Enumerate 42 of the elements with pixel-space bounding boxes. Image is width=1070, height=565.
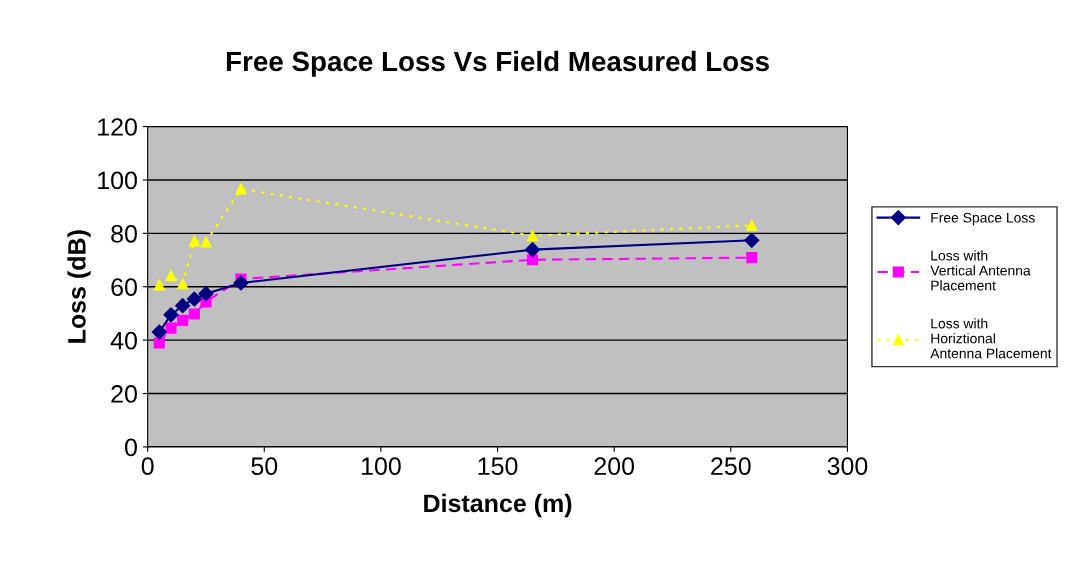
- point: [198, 286, 214, 302]
- y-tick-label: 120: [98, 118, 137, 136]
- point: [165, 270, 177, 282]
- legend-label: Loss with Vertical Antenna Placement: [930, 250, 1031, 291]
- y-tick-label: 60: [111, 278, 137, 297]
- y-axis-title: Loss (dB): [67, 230, 91, 343]
- point: [188, 308, 200, 320]
- point: [163, 307, 179, 323]
- x-tick-label: 300: [827, 457, 868, 475]
- point: [153, 279, 165, 291]
- y-tick-label: 100: [98, 171, 137, 190]
- point: [177, 278, 189, 290]
- x-tick-label: 200: [594, 457, 635, 475]
- x-tick-label: 0: [141, 457, 154, 475]
- point: [200, 236, 212, 248]
- point: [235, 183, 247, 195]
- x-axis-title: Distance (m): [424, 493, 572, 518]
- point: [526, 254, 539, 266]
- legend-label: Free Space Loss: [931, 212, 1035, 226]
- point: [153, 337, 165, 349]
- point: [186, 291, 202, 307]
- point: [524, 242, 541, 258]
- x-tick-label: 50: [251, 457, 278, 475]
- point: [151, 324, 167, 340]
- x-tick-label: 100: [361, 457, 401, 475]
- y-tick-label: 40: [110, 331, 137, 350]
- legend-label: Loss with Horiztional Antenna Placement: [930, 318, 1052, 359]
- point: [746, 252, 758, 264]
- point: [526, 230, 539, 242]
- point: [233, 275, 249, 291]
- point: [165, 322, 177, 334]
- y-tick-label: 80: [111, 224, 137, 243]
- point: [175, 298, 191, 314]
- point: [746, 219, 758, 231]
- chart-title: Free Space Loss Vs Field Measured Loss: [226, 50, 769, 77]
- point: [188, 235, 200, 247]
- point: [177, 314, 189, 326]
- x-tick-label: 250: [711, 457, 751, 475]
- point: [744, 232, 760, 248]
- x-tick-label: 150: [478, 457, 518, 475]
- y-tick-label: 0: [125, 438, 137, 457]
- y-tick-label: 20: [111, 385, 137, 403]
